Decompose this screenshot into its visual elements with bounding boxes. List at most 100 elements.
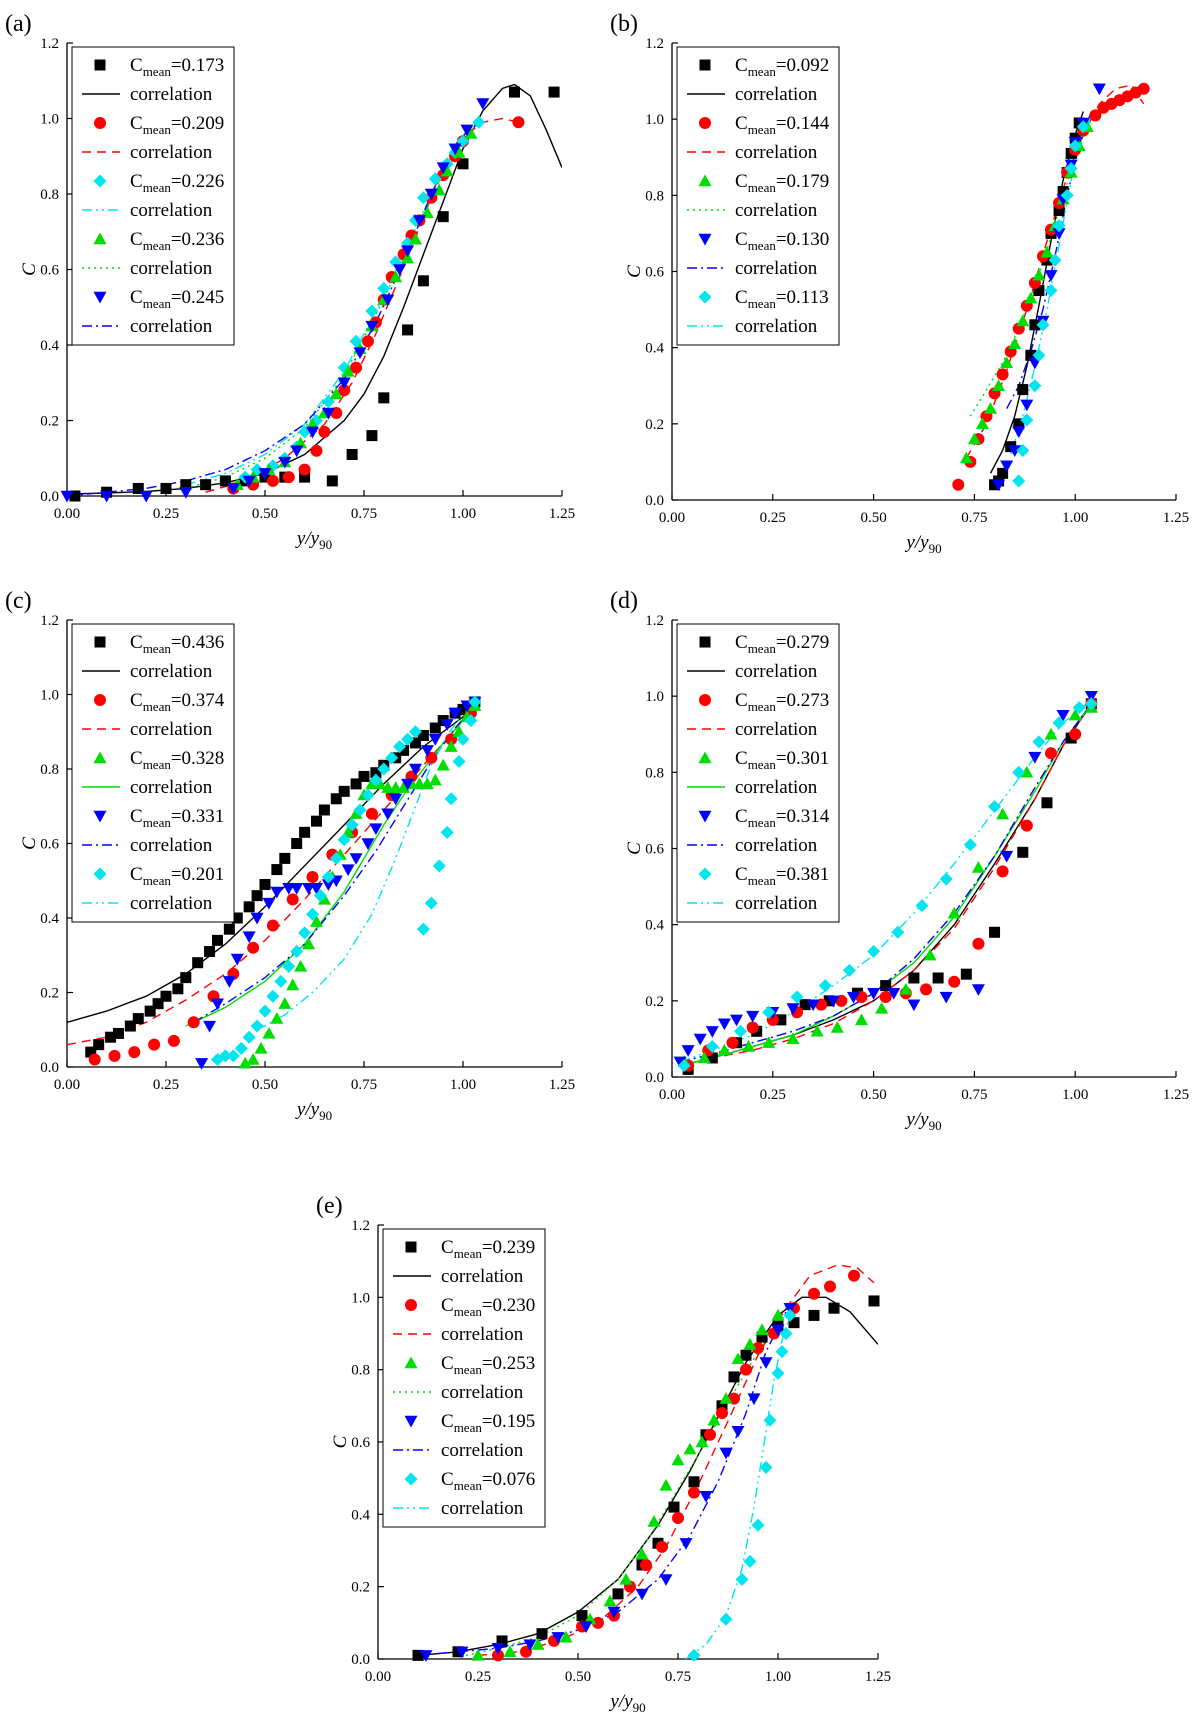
data-point-series-3	[810, 1024, 824, 1037]
data-point-series-3	[996, 807, 1010, 820]
data-point-series-2	[746, 1021, 759, 1034]
data-point-series-4	[1012, 426, 1026, 438]
data-point-series-2	[592, 1616, 604, 1629]
y-tick-label: 0.6	[40, 263, 59, 279]
data-point-series-3	[444, 740, 458, 752]
data-point-series-3	[397, 781, 411, 793]
legend-marker	[93, 232, 107, 245]
data-point-series-2	[88, 1053, 101, 1066]
y-axis-title: C	[19, 263, 40, 276]
data-point-series-1	[259, 878, 271, 890]
data-point-series-5	[705, 1040, 719, 1054]
data-point-series-5	[1028, 379, 1042, 393]
data-point-series-2	[187, 1016, 200, 1029]
legend-series-label: Cmean=0.239	[441, 1237, 535, 1261]
data-point-series-4	[389, 793, 403, 806]
data-point-series-1	[243, 901, 255, 913]
data-point-series-1	[398, 744, 410, 756]
data-point-series-2	[310, 444, 323, 457]
data-point-series-3	[302, 937, 316, 950]
data-point-series-4	[361, 838, 375, 850]
data-point-series-4	[408, 763, 422, 776]
data-point-series-1	[180, 972, 192, 984]
data-point-series-1	[775, 1014, 787, 1026]
legend: Cmean=0.279 correlation Cmean=0.273 correla…	[676, 623, 840, 923]
panel-label: (c)	[5, 588, 32, 614]
y-tick-label: 0.0	[40, 1060, 59, 1076]
data-point-series-1	[452, 1646, 464, 1658]
x-axis-title: y/y90	[295, 1099, 332, 1123]
data-point-series-3	[377, 281, 391, 295]
data-point-series-2	[148, 1038, 161, 1051]
data-point-series-1	[85, 1046, 97, 1058]
legend-correlation-label: correlation	[735, 893, 818, 914]
y-tick-label: 1.0	[645, 689, 664, 705]
data-point-series-1	[932, 972, 944, 984]
data-point-series-1	[437, 211, 449, 223]
data-point-series-2	[848, 1269, 860, 1282]
data-point-series-2	[920, 983, 933, 996]
data-point-series-1	[536, 1628, 548, 1640]
legend-marker	[93, 174, 107, 188]
panel-label: (d)	[610, 588, 638, 614]
data-point-series-2	[306, 871, 319, 884]
legend-marker	[93, 810, 107, 823]
data-point-series-1	[160, 990, 172, 1002]
data-point-series-2	[688, 1486, 700, 1499]
data-point-series-4	[1056, 710, 1070, 722]
data-point-series-3	[695, 1435, 709, 1448]
legend-marker	[699, 636, 711, 648]
correlation-curve-2	[477, 1264, 875, 1657]
y-tick-label: 0.6	[645, 265, 664, 281]
data-point-series-3	[309, 915, 323, 927]
data-point-series-2	[266, 919, 279, 932]
legend-series-label: Cmean=0.381	[735, 864, 829, 888]
data-point-series-5	[771, 1366, 785, 1380]
data-point-series-5	[1052, 716, 1066, 730]
data-point-series-1	[330, 793, 342, 805]
data-point-series-5	[226, 483, 240, 495]
data-point-series-1	[1073, 117, 1085, 129]
legend-series-label: Cmean=0.209	[130, 113, 224, 137]
data-point-series-2	[108, 1049, 121, 1062]
data-point-series-5	[401, 245, 415, 258]
data-point-series-4	[408, 232, 422, 245]
legend-marker	[698, 867, 712, 881]
data-point-series-4	[673, 1056, 687, 1069]
data-point-series-3	[971, 861, 985, 873]
legend-correlation-label: correlation	[735, 200, 818, 221]
data-point-series-5	[779, 1327, 793, 1340]
y-tick-label: 0.8	[40, 187, 59, 203]
data-point-series-3	[294, 959, 308, 972]
data-point-series-4	[210, 998, 224, 1011]
data-point-series-1	[346, 448, 358, 460]
y-tick-label: 0.2	[645, 994, 664, 1010]
legend-series-label: Cmean=0.436	[130, 632, 224, 656]
x-axis-title: y/y90	[608, 1691, 645, 1715]
data-point-series-3	[959, 451, 973, 464]
data-point-series-5	[1016, 443, 1030, 457]
data-point-series-4	[635, 1588, 649, 1601]
data-point-series-2	[752, 1341, 764, 1354]
data-point-series-5	[1068, 139, 1082, 153]
y-tick-label: 0.0	[645, 1070, 664, 1086]
data-point-series-1	[457, 703, 469, 715]
data-point-series-1	[508, 86, 520, 98]
y-tick-label: 0.8	[351, 1363, 370, 1379]
x-tick-label: 1.00	[1062, 510, 1088, 526]
chart-panel-2: (b) 0.00 0.25 0.50 0.75 1.00 1.25 0.0 0.2 0.4 0.6 0…	[610, 11, 1189, 556]
y-tick-label: 1.0	[40, 688, 59, 704]
data-point-series-3	[365, 304, 379, 318]
legend-marker	[699, 117, 711, 129]
data-point-series-5	[242, 475, 256, 488]
data-point-series-4	[290, 883, 304, 895]
x-axis-title: y/y90	[904, 1109, 941, 1133]
data-point-series-4	[341, 364, 355, 377]
data-point-series-1	[908, 972, 920, 984]
data-point-series-5	[436, 162, 450, 175]
legend-correlation-label: correlation	[130, 719, 213, 740]
data-point-series-4	[699, 1491, 713, 1503]
data-point-series-3	[428, 773, 442, 786]
data-point-series-5	[365, 320, 379, 333]
correlation-curve-5	[256, 701, 476, 1031]
